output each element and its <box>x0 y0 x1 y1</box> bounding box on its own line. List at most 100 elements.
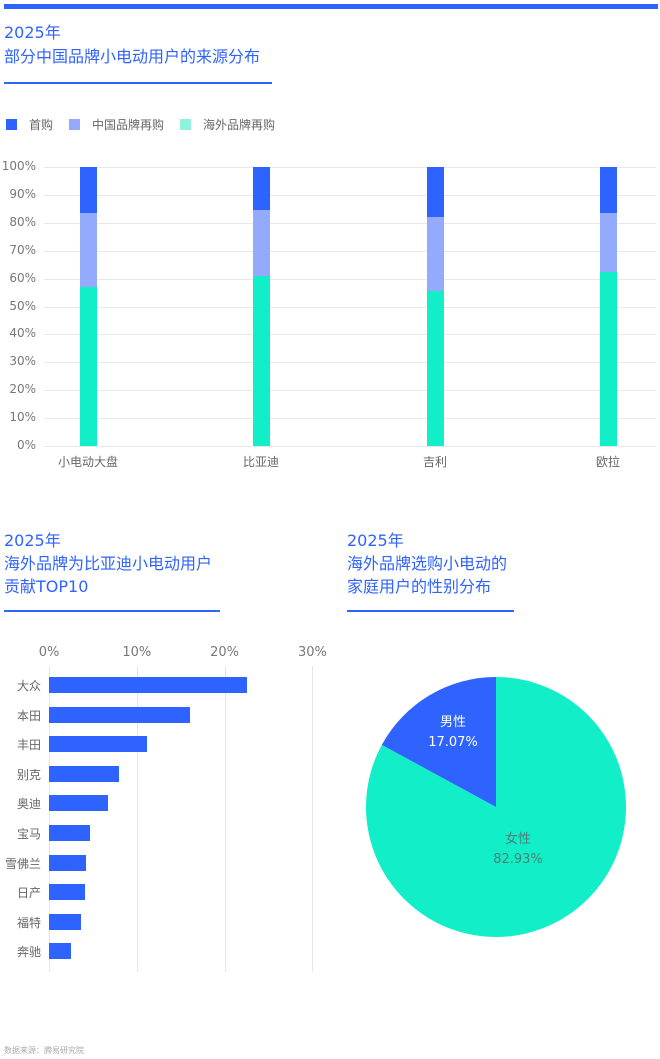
legend-swatch-icon <box>69 119 81 130</box>
section2-title-line2: 贡献TOP10 <box>4 577 89 596</box>
gridline <box>44 418 656 420</box>
section2-rule <box>4 610 220 612</box>
stacked-bar <box>600 167 617 446</box>
y-axis-label: 别克 <box>16 767 41 782</box>
bar-segment <box>80 286 97 446</box>
gridline <box>44 446 656 447</box>
bar-segment <box>600 167 617 214</box>
bar <box>49 943 71 960</box>
section1-year: 2025年 <box>4 23 61 42</box>
legend-label: 海外品牌再购 <box>203 118 276 132</box>
gridline <box>44 306 656 308</box>
bar <box>49 884 85 901</box>
legend-swatch-icon <box>6 119 17 130</box>
section1-rule <box>4 82 272 84</box>
bar-segment <box>80 213 97 287</box>
pie-label-male: 男性 17.07% <box>418 713 488 753</box>
gridline <box>44 194 656 196</box>
x-axis-label: 欧拉 <box>595 455 620 469</box>
bar-segment <box>600 271 617 446</box>
gridline <box>44 362 656 364</box>
bar <box>49 706 191 723</box>
gridline <box>44 250 656 252</box>
bar <box>49 825 91 841</box>
top-accent-bar <box>4 4 658 9</box>
legend-item-china-rebuy: 中国品牌再购 <box>69 116 164 133</box>
section3-year: 2025年 <box>347 531 404 550</box>
legend-item-overseas-rebuy: 海外品牌再购 <box>180 116 275 133</box>
gridline <box>136 666 138 972</box>
bar-segment <box>253 210 270 276</box>
pie-label-value: 82.93% <box>493 852 543 867</box>
pie-label-value: 17.07% <box>428 735 478 750</box>
bar <box>49 765 120 782</box>
pie-label-female: 女性 82.93% <box>478 830 558 870</box>
bar <box>49 795 108 812</box>
y-axis-label: 宝马 <box>16 827 41 841</box>
bar <box>49 677 248 693</box>
bar-segment <box>253 275 270 446</box>
x-axis-label: 比亚迪 <box>242 455 279 469</box>
stacked-bar <box>253 167 270 446</box>
y-axis-label: 奔驰 <box>16 945 41 960</box>
section3-title-line2: 家庭用户的性别分布 <box>347 577 492 596</box>
legend-item-first-purchase: 首购 <box>6 116 53 133</box>
y-tick-label: 30% <box>9 354 36 369</box>
section1-title: 部分中国品牌小电动用户的来源分布 <box>4 47 261 66</box>
bar-segment <box>80 167 97 214</box>
y-tick-label: 20% <box>9 382 36 397</box>
legend-label: 首购 <box>29 118 54 132</box>
pie-slice-male <box>381 677 496 807</box>
y-tick-label: 80% <box>9 214 36 229</box>
bar-segment <box>427 217 444 292</box>
section3-title-line1: 海外品牌选购小电动的 <box>347 554 508 573</box>
x-axis-label: 小电动大盘 <box>57 455 118 469</box>
y-axis-label: 雪佛兰 <box>4 856 41 871</box>
y-axis-label: 丰田 <box>16 738 41 753</box>
section2-title-line1: 海外品牌为比亚迪小电动用户 <box>4 554 213 573</box>
gridline <box>49 666 50 972</box>
x-tick-label: 30% <box>297 645 327 660</box>
y-axis-label: 福特 <box>16 915 41 930</box>
pie-label-name: 男性 <box>439 715 466 730</box>
y-axis-label: 奥迪 <box>16 797 41 812</box>
x-tick-label: 10% <box>122 645 152 660</box>
x-tick-label: 0% <box>38 645 60 660</box>
gridline <box>44 278 656 280</box>
legend-label: 中国品牌再购 <box>92 118 165 132</box>
section3-rule <box>347 610 514 612</box>
x-axis-label: 吉利 <box>422 455 447 469</box>
y-axis-label: 大众 <box>16 679 41 693</box>
y-tick-label: 90% <box>9 186 36 201</box>
gridline <box>224 666 226 972</box>
gridline <box>44 222 656 224</box>
bar-segment <box>600 213 617 272</box>
data-source-footer: 数据来源：腾易研究院 <box>4 1046 84 1055</box>
bar <box>49 913 82 930</box>
gridline <box>44 334 656 336</box>
gridline <box>44 390 656 392</box>
bar <box>49 736 148 753</box>
y-tick-label: 60% <box>9 270 36 285</box>
section2-year: 2025年 <box>4 531 61 550</box>
y-tick-label: 50% <box>9 298 36 313</box>
y-tick-label: 10% <box>9 410 36 425</box>
x-tick-label: 20% <box>210 645 240 660</box>
chart1-legend: 首购 中国品牌再购 海外品牌再购 <box>6 116 291 133</box>
y-axis-label: 日产 <box>16 886 41 901</box>
y-tick-label: 40% <box>9 326 36 341</box>
bar <box>49 854 86 871</box>
y-tick-label: 70% <box>9 242 36 257</box>
stacked-bar <box>80 167 97 446</box>
y-axis-label: 本田 <box>16 708 41 723</box>
stacked-bar <box>427 167 444 446</box>
y-tick-label: 0% <box>16 438 36 452</box>
bar-segment <box>253 167 270 211</box>
bar-segment <box>427 167 444 218</box>
gridline <box>312 666 314 972</box>
gridline <box>44 167 656 168</box>
pie-label-name: 女性 <box>504 832 531 847</box>
bar-segment <box>427 291 444 446</box>
legend-swatch-icon <box>180 119 192 130</box>
